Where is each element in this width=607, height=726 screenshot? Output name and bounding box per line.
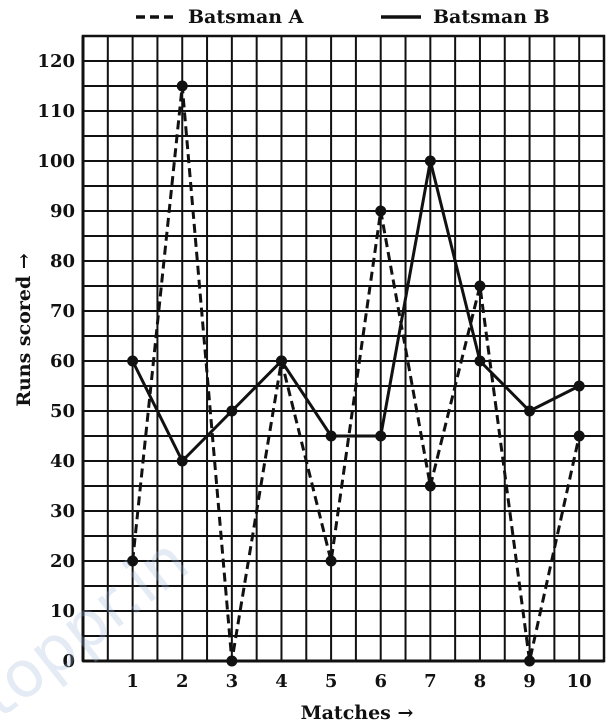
x-axis-title: Matches → [301, 702, 414, 724]
x-tick-label: 9 [523, 671, 536, 692]
data-point [424, 480, 436, 492]
x-tick-label: 3 [226, 671, 239, 692]
y-tick-label: 110 [37, 101, 75, 122]
y-tick-label: 60 [50, 351, 75, 372]
x-tick-label: 4 [275, 671, 288, 692]
y-tick-label: 90 [50, 201, 75, 222]
y-tick-label: 50 [50, 401, 75, 422]
x-tick-label: 7 [424, 671, 437, 692]
y-tick-label: 100 [37, 151, 75, 172]
data-point [325, 430, 337, 442]
y-tick-label: 70 [50, 301, 75, 322]
axes [81, 34, 606, 663]
y-tick-label: 120 [37, 51, 75, 72]
legend-label: Batsman B [433, 6, 550, 28]
y-axis-title: Runs scored → [13, 253, 35, 407]
series-line-batsman-b [131, 160, 580, 464]
y-tick-label: 0 [62, 651, 75, 672]
data-point [573, 430, 585, 442]
y-tick-label: 10 [50, 601, 75, 622]
data-point [176, 80, 188, 92]
series-line-batsman-a [131, 85, 581, 662]
x-tick-label: 1 [126, 671, 139, 692]
legend: Batsman A Batsman B [136, 6, 550, 28]
y-tick-labels: 0 10 20 30 40 50 60 70 80 90 100 110 120 [37, 51, 75, 672]
data-point [127, 555, 139, 567]
y-tick-label: 80 [50, 251, 75, 272]
data-point [524, 655, 536, 667]
x-tick-label: 2 [176, 671, 189, 692]
y-tick-label: 30 [50, 501, 75, 522]
data-point [325, 555, 337, 567]
data-point [176, 455, 188, 467]
x-tick-label: 10 [567, 671, 592, 692]
data-point [226, 655, 238, 667]
watermark: toppr.in [0, 524, 203, 726]
data-point [474, 355, 486, 367]
data-point [127, 355, 139, 367]
data-point [275, 355, 287, 367]
x-tick-label: 6 [374, 671, 387, 692]
x-tick-labels: 1 2 3 4 5 6 7 8 9 10 [126, 671, 591, 692]
x-tick-label: 8 [474, 671, 487, 692]
data-point [375, 205, 387, 217]
data-point [573, 380, 585, 392]
data-point [424, 155, 436, 167]
data-point [524, 405, 536, 417]
legend-label: Batsman A [188, 6, 304, 28]
y-tick-label: 20 [50, 551, 75, 572]
y-tick-label: 40 [50, 451, 75, 472]
data-point [375, 430, 387, 442]
series [127, 80, 585, 667]
data-point [474, 280, 486, 292]
x-tick-label: 5 [325, 671, 338, 692]
data-point [226, 405, 238, 417]
